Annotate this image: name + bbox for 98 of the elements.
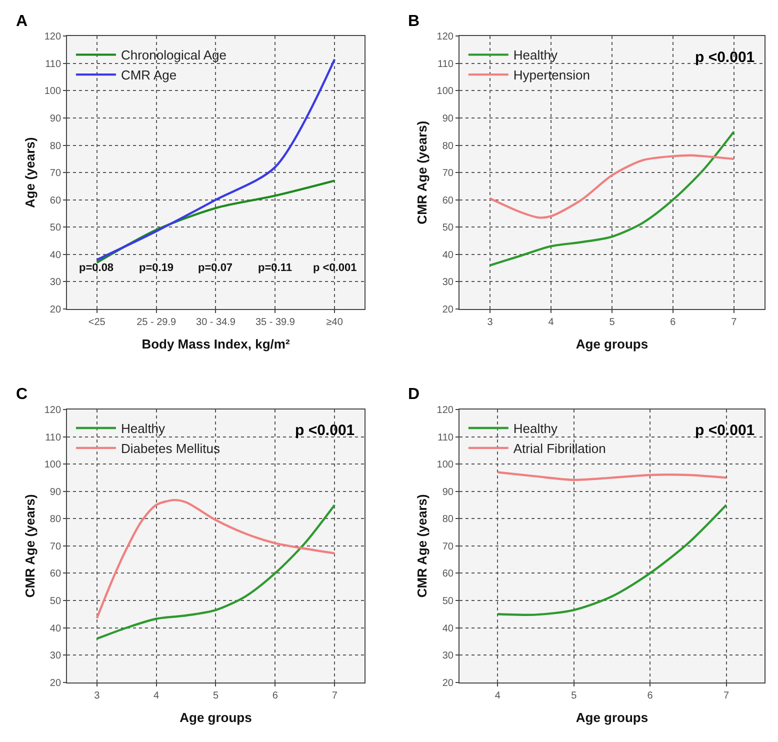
y-tick-label: 70 [50, 168, 62, 180]
y-tick-label: 30 [50, 277, 62, 288]
y-tick-label: 50 [442, 596, 454, 607]
y-tick-label: 20 [50, 304, 62, 316]
y-tick-label: 50 [442, 222, 454, 234]
annotation: p <0.001 [695, 422, 755, 439]
y-tick-label: 100 [44, 460, 62, 471]
y-tick-label: 80 [50, 140, 62, 152]
legend-label: Chronological Age [120, 48, 226, 63]
x-tick-label: 4 [494, 690, 501, 702]
x-axis-title: Age groups [180, 710, 252, 726]
y-tick-label: 40 [50, 250, 62, 261]
y-tick-label: 40 [442, 623, 454, 634]
y-tick-label: 100 [436, 460, 454, 471]
y-tick-label: 60 [50, 195, 62, 206]
y-tick-label: 40 [442, 250, 454, 261]
y-tick-label: 120 [44, 404, 62, 416]
y-tick-label: 20 [442, 678, 454, 689]
x-tick-label: 6 [670, 317, 676, 328]
x-tick-label: 4 [548, 317, 554, 328]
line-series [96, 504, 336, 640]
line-series [496, 471, 728, 481]
y-tick-label: 80 [50, 514, 62, 526]
x-tick-label: ≥40 [326, 317, 344, 328]
x-tick-label: 6 [272, 690, 278, 702]
legend-label: Healthy [513, 48, 558, 63]
y-tick-label: 60 [50, 568, 62, 580]
y-tick-label: 90 [50, 113, 62, 124]
y-axis-title: CMR Age (years) [414, 120, 430, 224]
annotation: p=0.11 [258, 262, 292, 274]
y-tick-label: 100 [44, 86, 62, 98]
y-tick-label: 70 [442, 168, 454, 180]
y-tick-label: 30 [442, 277, 454, 288]
y-tick-label: 90 [442, 113, 454, 124]
chart-title: B [408, 13, 420, 30]
x-tick-label: 5 [212, 690, 219, 702]
y-tick-label: 120 [44, 32, 62, 43]
annotation: p <0.001 [295, 422, 355, 439]
y-tick-label: 80 [442, 514, 454, 526]
line-series [96, 498, 336, 620]
y-tick-label: 50 [50, 596, 62, 607]
x-tick-label: 35 - 39.9 [255, 317, 296, 328]
annotation: p=0.07 [198, 262, 233, 274]
legend-label: Hypertension [513, 68, 590, 83]
x-tick-label: 4 [154, 690, 160, 702]
x-tick-label: 25 - 29.9 [136, 317, 176, 328]
y-tick-label: 90 [442, 486, 454, 498]
y-tick-label: 60 [442, 568, 454, 580]
chart-title: D [408, 386, 420, 403]
y-tick-label: 30 [50, 650, 62, 662]
x-tick-label: 6 [647, 690, 654, 702]
y-tick-label: 110 [438, 432, 454, 444]
y-tick-label: 40 [50, 623, 62, 634]
x-tick-label: 5 [571, 690, 578, 702]
line-series [496, 504, 728, 616]
x-tick-label: 30 - 34.9 [196, 317, 236, 328]
legend-label: Atrial Fibrillation [513, 441, 606, 456]
x-tick-label: 7 [724, 690, 730, 702]
y-tick-label: 30 [442, 650, 454, 662]
y-axis-title: CMR Age (years) [22, 494, 38, 598]
y-tick-label: 20 [50, 678, 62, 689]
x-tick-label: 7 [332, 690, 338, 702]
y-axis-title: Age (years) [22, 137, 38, 208]
y-tick-label: 80 [442, 140, 454, 152]
x-axis-title: Age groups [576, 710, 648, 726]
y-tick-label: 120 [436, 404, 454, 416]
annotation: p <0.001 [313, 262, 357, 274]
legend-label: CMR Age [120, 68, 177, 83]
y-tick-label: 110 [45, 432, 62, 444]
legend-label: Healthy [513, 421, 558, 436]
y-tick-label: 90 [50, 486, 62, 498]
y-tick-label: 50 [50, 222, 62, 234]
x-axis-title: Body Mass Index, kg/m² [142, 336, 290, 352]
y-tick-label: 110 [438, 58, 454, 70]
y-tick-label: 110 [45, 58, 62, 70]
y-axis-title: CMR Age (years) [414, 494, 430, 598]
line-series [488, 154, 735, 219]
y-tick-label: 100 [436, 86, 454, 98]
annotation: p=0.08 [79, 262, 114, 274]
chart-title: C [16, 386, 28, 403]
chart-title: A [16, 13, 28, 30]
annotation: p=0.19 [139, 262, 174, 274]
legend-label: Diabetes Mellitus [120, 441, 220, 456]
annotation: p <0.001 [695, 49, 755, 66]
y-tick-label: 70 [442, 541, 454, 552]
line-series [96, 180, 336, 264]
y-tick-label: 60 [442, 195, 454, 206]
y-tick-label: 120 [436, 32, 454, 43]
legend-label: Healthy [120, 421, 166, 436]
x-tick-label: 7 [731, 317, 738, 328]
x-tick-label: 3 [487, 317, 494, 328]
x-tick-label: <25 [88, 317, 106, 328]
y-tick-label: 70 [50, 541, 62, 552]
line-series [488, 130, 735, 266]
x-tick-label: 3 [94, 690, 100, 702]
y-tick-label: 20 [442, 304, 454, 316]
x-tick-label: 5 [609, 317, 616, 328]
x-axis-title: Age groups [576, 336, 648, 352]
